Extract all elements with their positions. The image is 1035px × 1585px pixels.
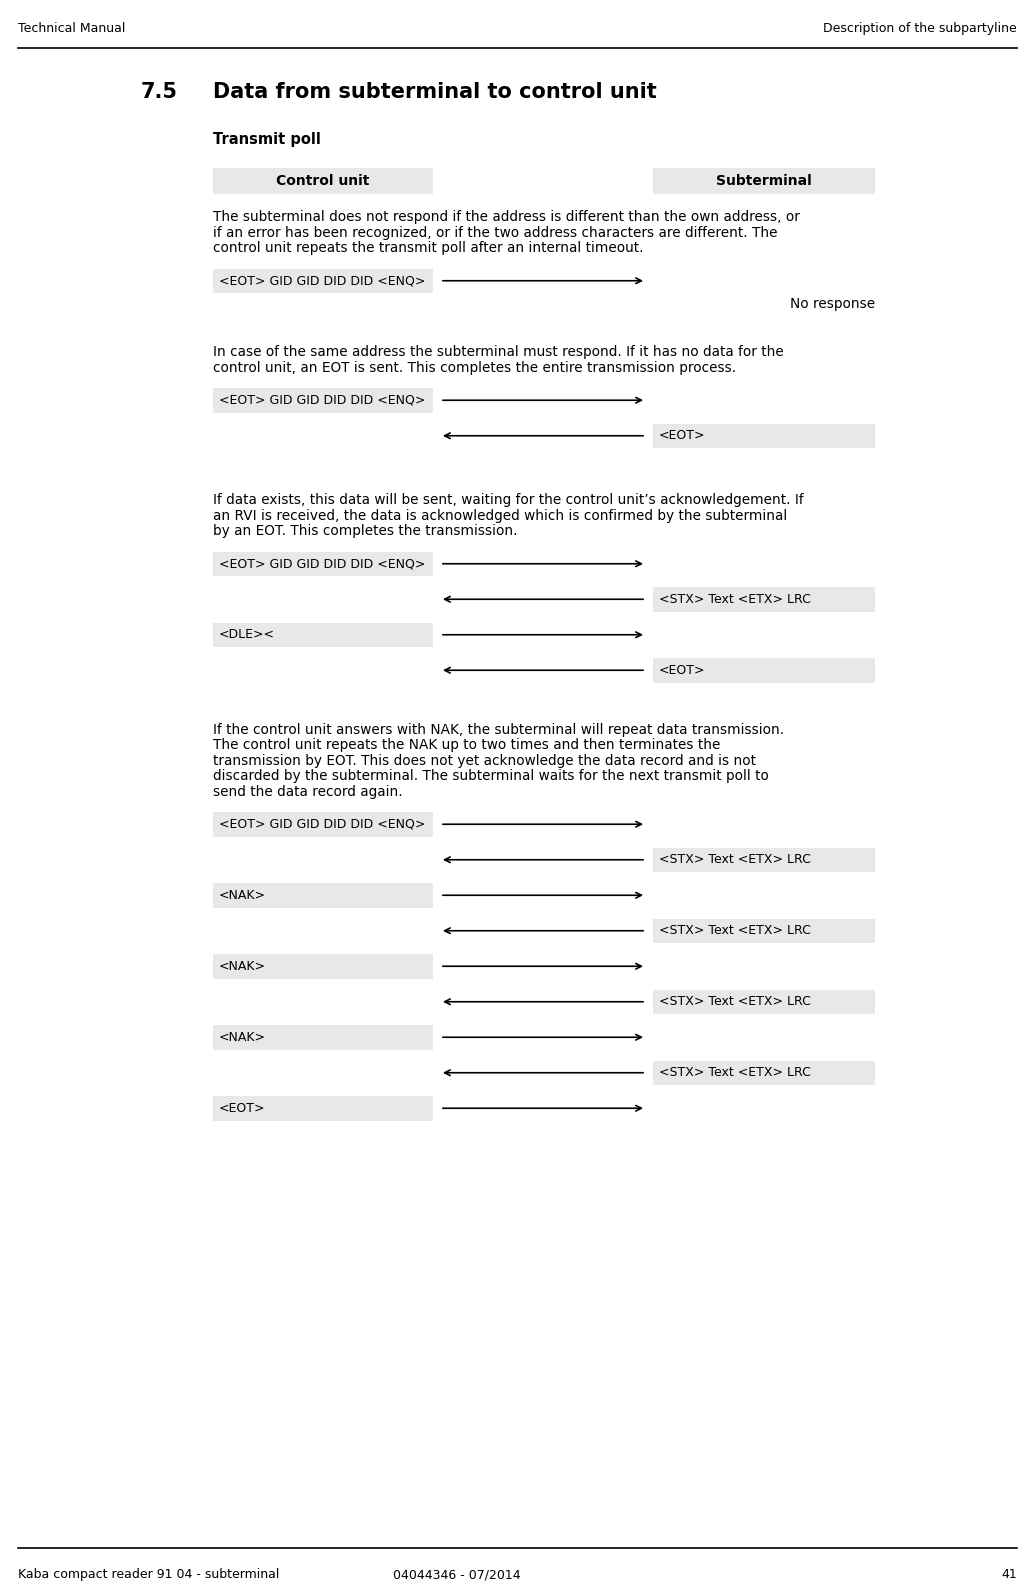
Bar [653, 423, 875, 449]
Text: <EOT>: <EOT> [219, 1102, 266, 1114]
Bar [653, 168, 875, 193]
Text: Control unit: Control unit [276, 174, 369, 189]
Text: <NAK>: <NAK> [219, 1030, 266, 1045]
Text: <EOT> GID GID DID DID <ENQ>: <EOT> GID GID DID DID <ENQ> [219, 558, 425, 571]
Bar [653, 918, 875, 943]
Bar [213, 812, 433, 837]
Bar [213, 954, 433, 978]
Bar [213, 623, 433, 647]
Text: <STX> Text <ETX> LRC: <STX> Text <ETX> LRC [659, 853, 810, 867]
Bar [213, 552, 433, 575]
Text: discarded by the subterminal. The subterminal waits for the next transmit poll t: discarded by the subterminal. The subter… [213, 769, 769, 783]
Text: If data exists, this data will be sent, waiting for the control unit’s acknowled: If data exists, this data will be sent, … [213, 493, 803, 507]
Text: If the control unit answers with NAK, the subterminal will repeat data transmiss: If the control unit answers with NAK, th… [213, 723, 785, 737]
Text: Technical Manual: Technical Manual [18, 22, 125, 35]
Text: <STX> Text <ETX> LRC: <STX> Text <ETX> LRC [659, 924, 810, 937]
Text: The subterminal does not respond if the address is different than the own addres: The subterminal does not respond if the … [213, 209, 800, 223]
Text: Transmit poll: Transmit poll [213, 132, 321, 147]
Bar [653, 848, 875, 872]
Text: <EOT> GID GID DID DID <ENQ>: <EOT> GID GID DID DID <ENQ> [219, 393, 425, 407]
Text: Data from subterminal to control unit: Data from subterminal to control unit [213, 82, 657, 101]
Text: send the data record again.: send the data record again. [213, 785, 403, 799]
Bar [213, 1025, 433, 1049]
Text: Description of the subpartyline: Description of the subpartyline [823, 22, 1017, 35]
Text: transmission by EOT. This does not yet acknowledge the data record and is not: transmission by EOT. This does not yet a… [213, 753, 756, 767]
Text: <EOT> GID GID DID DID <ENQ>: <EOT> GID GID DID DID <ENQ> [219, 274, 425, 287]
Bar [653, 989, 875, 1014]
Text: an RVI is received, the data is acknowledged which is confirmed by the subtermin: an RVI is received, the data is acknowle… [213, 509, 788, 523]
Text: <EOT> GID GID DID DID <ENQ>: <EOT> GID GID DID DID <ENQ> [219, 818, 425, 831]
Bar [213, 268, 433, 293]
Text: <EOT>: <EOT> [659, 430, 706, 442]
Text: Kaba compact reader 91 04 - subterminal: Kaba compact reader 91 04 - subterminal [18, 1568, 279, 1580]
Text: <EOT>: <EOT> [659, 664, 706, 677]
Text: 7.5: 7.5 [141, 82, 178, 101]
Text: 41: 41 [1001, 1568, 1017, 1580]
Bar [213, 1095, 433, 1121]
Text: <STX> Text <ETX> LRC: <STX> Text <ETX> LRC [659, 593, 810, 605]
Text: <DLE><: <DLE>< [219, 628, 275, 642]
Text: The control unit repeats the NAK up to two times and then terminates the: The control unit repeats the NAK up to t… [213, 739, 720, 751]
Text: <STX> Text <ETX> LRC: <STX> Text <ETX> LRC [659, 995, 810, 1008]
Bar [653, 586, 875, 612]
Text: In case of the same address the subterminal must respond. If it has no data for : In case of the same address the subtermi… [213, 346, 783, 358]
Text: if an error has been recognized, or if the two address characters are different.: if an error has been recognized, or if t… [213, 225, 777, 239]
Text: <NAK>: <NAK> [219, 889, 266, 902]
Bar [213, 168, 433, 193]
Text: <STX> Text <ETX> LRC: <STX> Text <ETX> LRC [659, 1067, 810, 1079]
Text: 04044346 - 07/2014: 04044346 - 07/2014 [393, 1568, 521, 1580]
Text: control unit repeats the transmit poll after an internal timeout.: control unit repeats the transmit poll a… [213, 241, 644, 255]
Text: by an EOT. This completes the transmission.: by an EOT. This completes the transmissi… [213, 525, 518, 537]
Text: control unit, an EOT is sent. This completes the entire transmission process.: control unit, an EOT is sent. This compl… [213, 360, 736, 374]
Text: <NAK>: <NAK> [219, 961, 266, 973]
Bar [213, 883, 433, 908]
Bar [653, 658, 875, 683]
Text: No response: No response [790, 296, 875, 311]
Bar [213, 388, 433, 412]
Text: Subterminal: Subterminal [716, 174, 811, 189]
Bar [653, 1060, 875, 1086]
